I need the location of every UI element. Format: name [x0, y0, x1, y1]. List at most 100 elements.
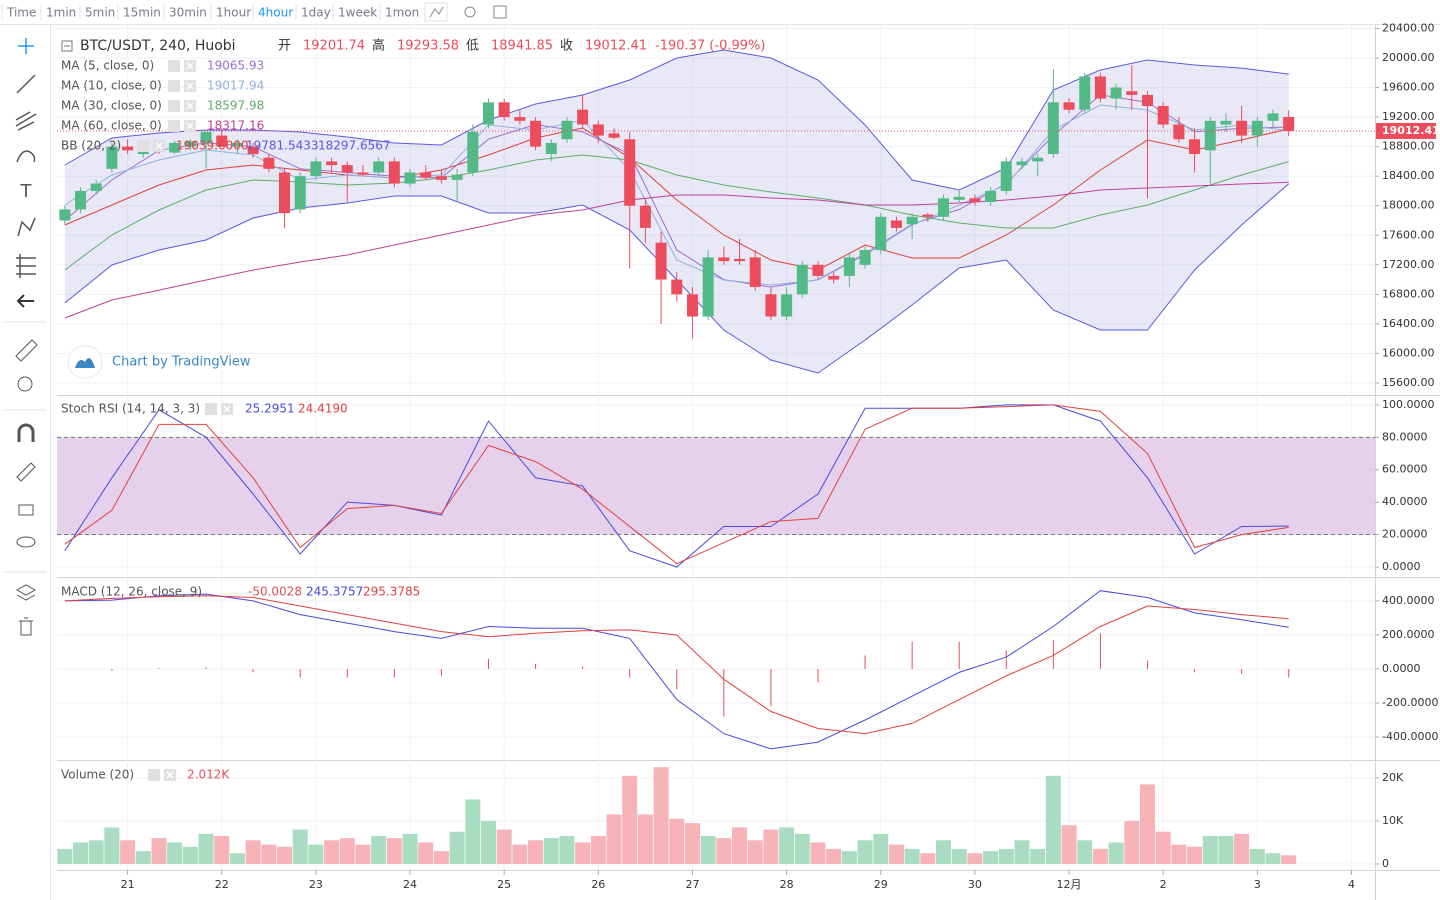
legend-value: 19017.94	[207, 79, 264, 93]
prediction-tool[interactable]	[16, 254, 36, 278]
delete-tool[interactable]	[19, 617, 33, 636]
candle-body	[216, 135, 228, 147]
y-tick-label: 19600.00	[1382, 81, 1435, 94]
volume-bar	[1155, 831, 1171, 864]
volume-bar	[857, 840, 873, 864]
brush-tool[interactable]	[16, 150, 36, 163]
y-tick-label: 17200.00	[1382, 258, 1435, 271]
volume-bar	[590, 836, 606, 864]
y-tick-label: 20K	[1382, 771, 1404, 784]
interval-button[interactable]: 15min	[123, 6, 161, 20]
volume-bar	[559, 836, 575, 864]
macd-line	[64, 595, 1289, 735]
candle-body	[231, 142, 243, 147]
y-tick-label: 80.0000	[1382, 430, 1428, 443]
interval-button[interactable]: 1hour	[216, 6, 251, 20]
candle-body	[1267, 113, 1279, 121]
volume-bar	[167, 842, 183, 864]
interval-button[interactable]: 1min	[46, 6, 76, 20]
settings-icon[interactable]	[168, 60, 180, 72]
candle-body	[451, 174, 463, 180]
y-tick-label: 20.0000	[1382, 528, 1428, 541]
pattern-tool[interactable]	[17, 217, 36, 237]
trend-line-tool[interactable]	[16, 74, 36, 94]
ohlc-value: 19293.58	[397, 39, 459, 54]
volume-bar	[575, 842, 591, 864]
settings-icon[interactable]	[168, 100, 180, 112]
candle-body	[467, 131, 479, 173]
candle-body	[200, 131, 212, 143]
settings-icon[interactable]	[148, 769, 160, 781]
settings-icon[interactable]	[168, 120, 180, 132]
ohlc-label: 高	[372, 38, 385, 54]
lock-tool[interactable]	[18, 504, 34, 516]
y-tick-label: 19200.00	[1382, 110, 1435, 123]
volume-bar	[1218, 836, 1234, 864]
candle-body	[294, 176, 306, 210]
interval-button[interactable]: 1mon	[385, 6, 419, 20]
volume-bar	[88, 840, 104, 864]
volume-bar	[402, 833, 418, 864]
candle-body	[310, 161, 322, 177]
fullscreen-button[interactable]	[493, 5, 507, 19]
legend-name: MACD (12, 26, close, 9)	[61, 585, 202, 599]
interval-button[interactable]: 30min	[169, 6, 207, 20]
candle-body	[1000, 161, 1012, 191]
y-tick-label: 0.0000	[1382, 662, 1421, 675]
x-tick-label: 23	[309, 878, 323, 891]
symbol-title: BTC/USDT, 240, Huobi	[80, 38, 236, 54]
volume-bar	[936, 840, 952, 864]
candle-body	[59, 209, 71, 221]
ohlc-label: 低	[466, 39, 479, 54]
candle-body	[1016, 161, 1028, 166]
settings-icon[interactable]	[168, 80, 180, 92]
fib-tool[interactable]	[15, 111, 37, 131]
settings-icon[interactable]	[205, 403, 217, 415]
candle-body	[624, 139, 636, 206]
y-tick-label: 10K	[1382, 814, 1404, 827]
y-tick-label: 16800.00	[1382, 287, 1435, 300]
measure-tool[interactable]	[15, 339, 38, 362]
text-tool[interactable]: T	[20, 181, 33, 202]
layers-tool[interactable]	[15, 584, 37, 601]
settings-button[interactable]	[464, 6, 476, 18]
interval-button[interactable]: 5min	[85, 6, 115, 20]
volume-bar	[528, 840, 544, 864]
settings-icon[interactable]	[137, 140, 149, 152]
volume-bar	[1234, 833, 1250, 864]
candle-body	[1236, 120, 1248, 136]
ohlc-value: 19012.41	[585, 39, 647, 54]
y-tick-label: 400.0000	[1382, 594, 1435, 607]
y-tick-label: 18800.00	[1382, 140, 1435, 153]
y-tick-label: 18400.00	[1382, 169, 1435, 182]
candle-body	[1094, 76, 1106, 99]
crosshair-tool[interactable]	[18, 38, 34, 54]
volume-bar	[779, 827, 795, 864]
zoom-tool[interactable]	[17, 376, 33, 392]
candle-body	[655, 242, 667, 280]
legend-value: 18597.98	[207, 99, 264, 113]
interval-button[interactable]: 1day	[301, 6, 331, 20]
y-tick-label: 20000.00	[1382, 51, 1435, 64]
magnet-tool[interactable]	[17, 423, 35, 442]
candle-body	[1079, 76, 1091, 110]
interval-button[interactable]: 4hour	[258, 6, 293, 20]
candle-body	[388, 161, 400, 184]
interval-button[interactable]: Time	[6, 6, 36, 20]
candle-body	[530, 120, 542, 147]
candle-body	[90, 183, 102, 191]
ma-line	[64, 154, 1289, 271]
interval-button[interactable]: 1week	[338, 6, 377, 20]
back-tool[interactable]	[16, 294, 34, 308]
x-tick-label: 30	[968, 878, 982, 891]
y-tick-label: 100.0000	[1382, 398, 1435, 411]
candle-body	[184, 141, 196, 147]
candle-body	[482, 102, 494, 125]
candle-body	[263, 157, 275, 169]
volume-bar	[951, 848, 967, 864]
draw-mode-tool[interactable]	[16, 462, 36, 482]
visibility-tool[interactable]	[16, 536, 36, 548]
chart-type-button[interactable]	[424, 2, 448, 22]
volume-bar	[245, 840, 261, 864]
candle-body	[890, 220, 902, 228]
